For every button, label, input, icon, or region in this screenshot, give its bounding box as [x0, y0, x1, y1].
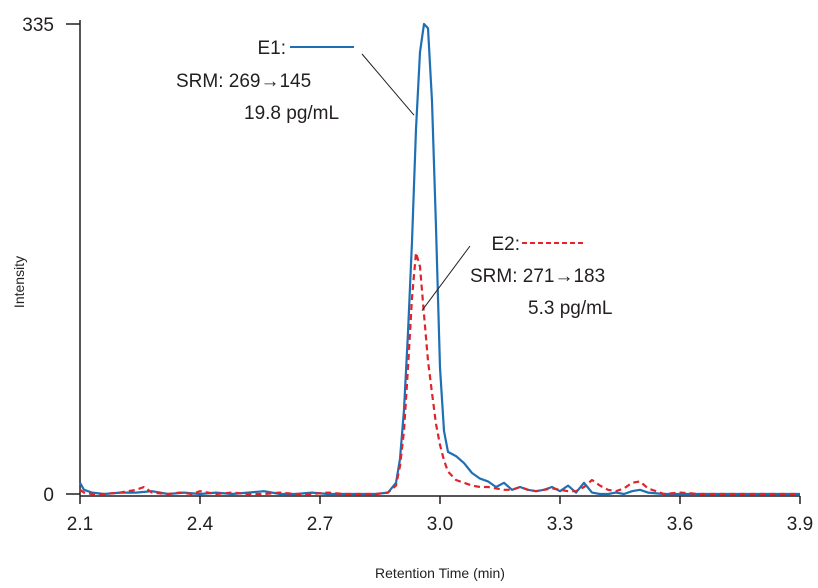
annotation-e1-leader-line [361, 53, 415, 116]
annotation-e2-srm: SRM: 271→183 [470, 266, 605, 287]
series-line-e1 [79, 22, 800, 496]
annotation-e1-concentration: 19.8 pg/mL [244, 103, 339, 124]
x-tick-label: 3.6 [667, 514, 693, 535]
x-axis-title: Retention Time (min) [375, 565, 505, 581]
tick-group: 2.1 2.4 2.7 3.0 3.3 3.6 3.9 0 335 [22, 15, 813, 535]
x-tick-label: 2.4 [187, 514, 214, 535]
x-tick-label: 3.9 [787, 514, 813, 535]
annotation-e2-concentration: 5.3 pg/mL [528, 298, 613, 319]
annotation-e1-srm: SRM: 269→145 [176, 71, 311, 92]
annotation-e1-label: E1: [257, 38, 286, 59]
annotation-e1: E1: SRM: 269→145 19.8 pg/mL [176, 38, 415, 124]
x-tick-label: 3.3 [547, 514, 573, 535]
series-layer [79, 22, 800, 496]
annotation-e2-label: E2: [491, 234, 520, 255]
x-tick-label: 2.7 [307, 514, 333, 535]
annotation-e2: E2: SRM: 271→183 5.3 pg/mL [421, 234, 613, 319]
y-tick-label: 335 [22, 15, 54, 36]
annotation-e2-leader-line [421, 245, 471, 311]
series-line-e2 [79, 251, 800, 496]
x-tick-label: 2.1 [67, 514, 93, 535]
x-tick-label: 3.0 [427, 514, 453, 535]
y-tick-label: 0 [43, 485, 54, 506]
y-axis-title: Intensity [11, 256, 27, 308]
